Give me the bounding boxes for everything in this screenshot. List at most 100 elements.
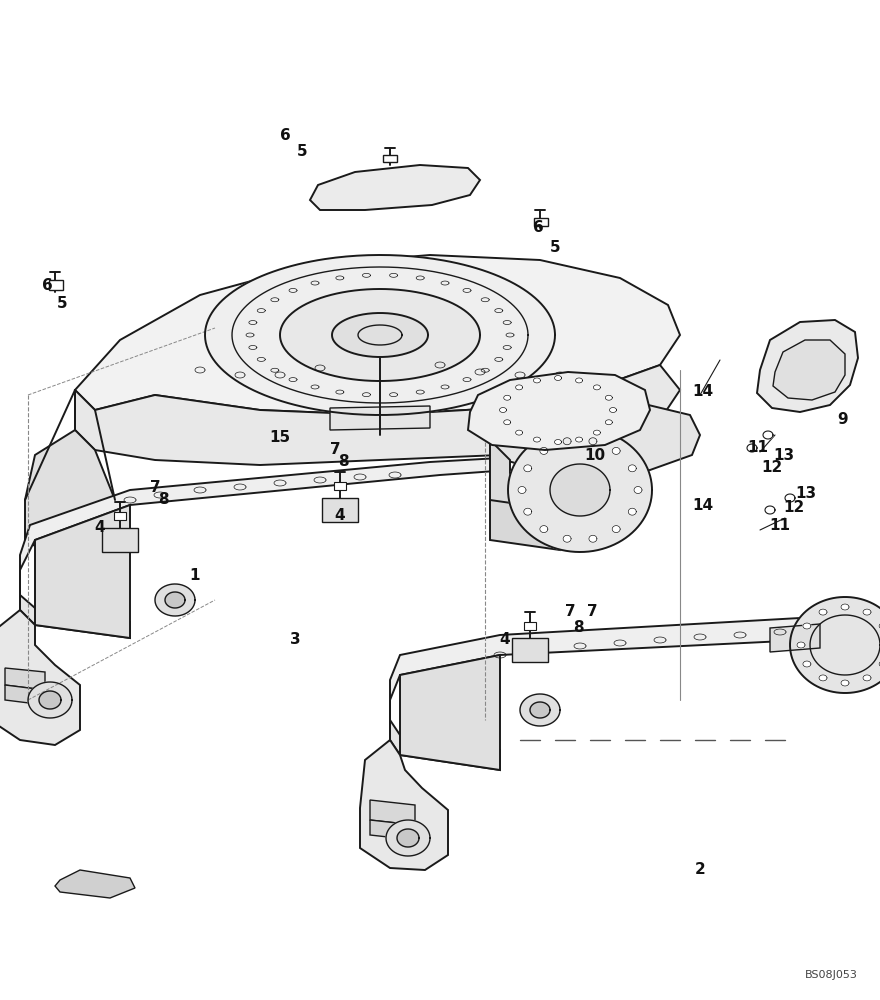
- Text: 11: 11: [769, 518, 790, 532]
- Polygon shape: [539, 526, 548, 533]
- Polygon shape: [114, 512, 126, 520]
- Polygon shape: [634, 487, 642, 493]
- Polygon shape: [533, 437, 540, 442]
- Text: 5: 5: [550, 240, 561, 255]
- Text: 11: 11: [747, 440, 768, 456]
- Text: 3: 3: [290, 633, 300, 648]
- Polygon shape: [841, 680, 849, 686]
- Polygon shape: [576, 378, 583, 383]
- Text: 6: 6: [280, 127, 290, 142]
- Polygon shape: [563, 438, 571, 445]
- Polygon shape: [383, 155, 397, 162]
- Polygon shape: [390, 618, 860, 700]
- Polygon shape: [310, 165, 480, 210]
- Polygon shape: [330, 406, 430, 430]
- Polygon shape: [612, 447, 620, 454]
- Polygon shape: [605, 420, 612, 425]
- Polygon shape: [628, 508, 636, 515]
- Polygon shape: [490, 400, 700, 475]
- Text: 7: 7: [587, 604, 598, 619]
- Polygon shape: [605, 395, 612, 400]
- Polygon shape: [819, 675, 827, 681]
- Text: 8: 8: [338, 454, 348, 470]
- Polygon shape: [589, 438, 597, 445]
- Polygon shape: [518, 487, 526, 493]
- Polygon shape: [550, 464, 610, 516]
- Polygon shape: [205, 255, 555, 415]
- Polygon shape: [5, 668, 45, 690]
- Polygon shape: [524, 508, 532, 515]
- Polygon shape: [39, 691, 61, 709]
- Text: 7: 7: [150, 480, 160, 494]
- Polygon shape: [554, 440, 561, 444]
- Polygon shape: [75, 365, 680, 465]
- Polygon shape: [55, 870, 135, 898]
- Polygon shape: [879, 661, 880, 667]
- Polygon shape: [332, 313, 428, 357]
- Polygon shape: [516, 385, 523, 390]
- Text: 13: 13: [774, 448, 795, 464]
- Polygon shape: [400, 655, 500, 770]
- Text: 7: 7: [565, 604, 576, 619]
- Polygon shape: [524, 622, 536, 630]
- Polygon shape: [841, 604, 849, 610]
- Polygon shape: [819, 609, 827, 615]
- Text: 1: 1: [190, 568, 201, 582]
- Text: 7: 7: [330, 442, 341, 456]
- Polygon shape: [490, 435, 510, 520]
- Polygon shape: [593, 430, 600, 435]
- Text: 8: 8: [573, 620, 583, 636]
- Text: 15: 15: [269, 430, 290, 444]
- Polygon shape: [334, 482, 346, 490]
- Text: 8: 8: [158, 492, 168, 508]
- Polygon shape: [803, 623, 810, 629]
- Text: 5: 5: [56, 296, 67, 310]
- Polygon shape: [386, 820, 430, 856]
- Polygon shape: [468, 372, 650, 450]
- Polygon shape: [516, 430, 523, 435]
- Polygon shape: [628, 465, 636, 472]
- Polygon shape: [49, 280, 63, 290]
- Polygon shape: [770, 624, 820, 652]
- Polygon shape: [879, 623, 880, 629]
- Text: 13: 13: [796, 486, 817, 500]
- Polygon shape: [763, 431, 773, 439]
- Polygon shape: [508, 428, 652, 552]
- Text: 14: 14: [693, 384, 714, 399]
- Text: 14: 14: [693, 497, 714, 512]
- Polygon shape: [503, 395, 510, 400]
- Polygon shape: [370, 800, 415, 825]
- Polygon shape: [25, 390, 115, 555]
- Polygon shape: [773, 340, 845, 400]
- Polygon shape: [530, 702, 550, 718]
- Polygon shape: [589, 535, 597, 542]
- Text: 4: 4: [95, 520, 106, 536]
- Polygon shape: [747, 444, 757, 452]
- Polygon shape: [28, 682, 72, 718]
- Polygon shape: [75, 255, 680, 415]
- Text: 5: 5: [297, 144, 307, 159]
- Polygon shape: [280, 289, 480, 381]
- Polygon shape: [863, 675, 871, 681]
- Polygon shape: [500, 408, 507, 412]
- Polygon shape: [803, 661, 810, 667]
- Polygon shape: [20, 458, 510, 570]
- Polygon shape: [322, 498, 358, 522]
- Polygon shape: [539, 447, 548, 454]
- Polygon shape: [790, 597, 880, 693]
- Polygon shape: [785, 494, 795, 502]
- Polygon shape: [390, 700, 500, 770]
- Polygon shape: [765, 506, 775, 514]
- Polygon shape: [503, 420, 510, 425]
- Text: 6: 6: [41, 277, 53, 292]
- Polygon shape: [610, 408, 617, 412]
- Polygon shape: [512, 638, 548, 662]
- Polygon shape: [576, 437, 583, 442]
- Polygon shape: [5, 685, 45, 705]
- Polygon shape: [102, 528, 138, 552]
- Polygon shape: [757, 320, 858, 412]
- Polygon shape: [797, 642, 805, 648]
- Polygon shape: [490, 500, 560, 550]
- Text: 2: 2: [694, 862, 706, 878]
- Polygon shape: [397, 829, 419, 847]
